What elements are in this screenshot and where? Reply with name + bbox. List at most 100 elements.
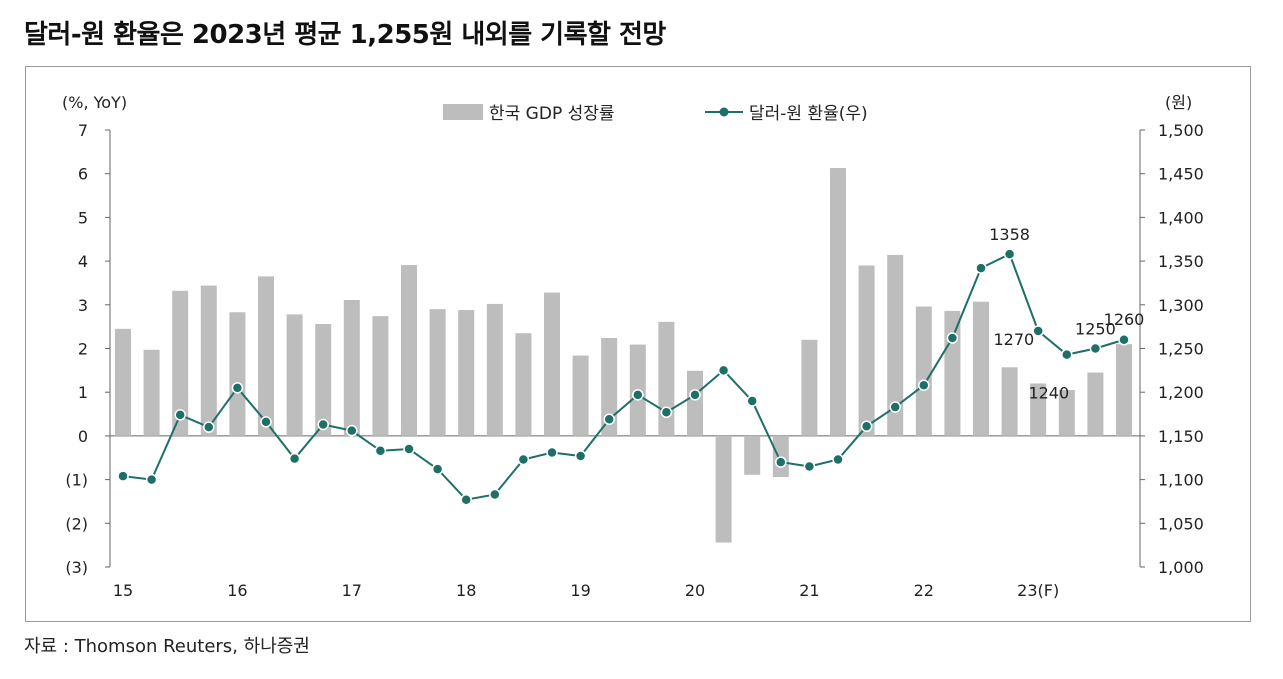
fx-rate-point	[1118, 334, 1130, 346]
data-label: 1250	[1075, 320, 1116, 339]
fx-rate-point	[203, 421, 215, 433]
fx-rate-point	[1003, 248, 1016, 260]
fx-rate-point	[660, 406, 673, 419]
fx-rate-point	[346, 424, 358, 437]
fx-rate-point	[1032, 325, 1044, 337]
gdp-bar	[944, 310, 961, 436]
fx-rate-point	[317, 418, 329, 431]
gdp-bar	[401, 265, 417, 436]
gdp-bar	[1058, 390, 1075, 436]
x-tick-label: 22	[914, 581, 934, 600]
gdp-bar	[515, 333, 532, 436]
x-tick-label: 16	[227, 581, 247, 600]
fx-rate-point	[431, 463, 444, 475]
legend-label-gdp: 한국 GDP 성장률	[489, 104, 615, 124]
gdp-bar	[115, 328, 131, 436]
fx-rate-point	[546, 446, 558, 459]
fx-rate-point	[517, 453, 530, 466]
fx-rate-point	[1089, 342, 1102, 355]
gdp-bar	[458, 310, 475, 436]
gdp-bar	[229, 312, 246, 436]
left-tick-label: (2)	[65, 514, 88, 533]
left-tick-label: 4	[78, 252, 88, 271]
right-tick-label: 1,200	[1158, 383, 1204, 402]
legend-line-marker	[719, 107, 729, 117]
data-label: 1358	[989, 225, 1030, 244]
fx-rate-point	[145, 473, 158, 486]
fx-rate-point	[1061, 348, 1073, 361]
fx-rate-point	[288, 452, 301, 465]
gdp-bar	[1030, 383, 1047, 436]
fx-rate-point	[174, 409, 186, 421]
source-note: 자료 : Thomson Reuters, 하나증권	[24, 636, 310, 657]
fx-rate-line	[122, 252, 1125, 501]
x-tick-label: 15	[113, 581, 133, 600]
right-tick-label: 1,000	[1158, 558, 1204, 577]
right-tick-label: 1,500	[1158, 121, 1204, 140]
fx-rate-point	[231, 382, 244, 394]
gdp-bar	[486, 303, 503, 436]
gdp-bar	[315, 324, 332, 436]
right-tick-label: 1,350	[1158, 252, 1204, 271]
right-tick-label: 1,100	[1158, 471, 1204, 490]
gdp-bar	[1087, 372, 1104, 436]
fx-rate-point	[860, 420, 873, 433]
right-tick-label: 1,250	[1158, 340, 1204, 359]
gdp-bar	[429, 309, 446, 436]
fx-rate-point	[975, 262, 987, 274]
fx-rate-point	[689, 389, 701, 401]
gdp-bar	[715, 435, 732, 543]
left-tick-label: 5	[78, 208, 88, 227]
left-tick-label: (1)	[65, 471, 88, 490]
fx-rate-point	[574, 450, 587, 462]
gdp-bar	[858, 265, 875, 436]
left-tick-label: 1	[78, 383, 88, 402]
data-label: 1260	[1104, 310, 1145, 329]
data-label: 1240	[1028, 384, 1069, 403]
chart-title: 달러-원 환율은 2023년 평균 1,255원 내외를 기록할 전망	[24, 20, 666, 50]
fx-rate-point	[117, 470, 129, 482]
fx-rate-point	[374, 445, 387, 457]
left-tick-label: 0	[78, 427, 88, 446]
x-tick-label: 23(F)	[1017, 581, 1059, 600]
fx-rate-point	[889, 401, 901, 413]
gdp-bar	[744, 435, 761, 475]
x-tick-label: 18	[456, 581, 476, 600]
legend-bar-swatch	[443, 104, 483, 120]
right-tick-label: 1,300	[1158, 296, 1204, 315]
left-axis-unit: (%, YoY)	[62, 93, 127, 112]
gdp-bar	[200, 285, 217, 436]
right-tick-label: 1,400	[1158, 208, 1204, 227]
fx-rate-point	[832, 453, 844, 466]
right-tick-label: 1,150	[1158, 427, 1204, 446]
fx-rate-point	[746, 395, 758, 407]
gdp-bar	[286, 314, 303, 436]
fx-rate-point	[489, 488, 501, 501]
legend-label-fx: 달러-원 환율(우)	[749, 104, 868, 124]
gdp-bar	[172, 290, 189, 436]
right-tick-label: 1,450	[1158, 165, 1204, 184]
fx-rate-point	[803, 460, 816, 473]
left-tick-label: 3	[78, 296, 88, 315]
fx-rate-point	[260, 416, 272, 428]
chart-frame	[25, 66, 1251, 622]
gdp-bar	[915, 306, 932, 436]
right-axis-unit: (원)	[1165, 93, 1192, 112]
fx-rate-point	[946, 332, 959, 344]
x-tick-label: 17	[342, 581, 362, 600]
fx-rate-point	[632, 389, 644, 401]
gdp-bar	[801, 339, 818, 436]
gdp-bar	[1116, 344, 1132, 436]
gdp-bar	[343, 299, 360, 436]
fx-rate-point	[460, 493, 472, 506]
gdp-bar	[973, 301, 989, 436]
gdp-bar	[143, 349, 160, 436]
gdp-bar	[601, 338, 618, 436]
x-tick-label: 20	[685, 581, 705, 600]
data-label: 1270	[993, 330, 1034, 349]
gdp-bar	[658, 321, 675, 436]
fx-rate-point	[403, 443, 415, 455]
left-tick-label: (3)	[65, 558, 88, 577]
fx-rate-point	[918, 379, 930, 391]
